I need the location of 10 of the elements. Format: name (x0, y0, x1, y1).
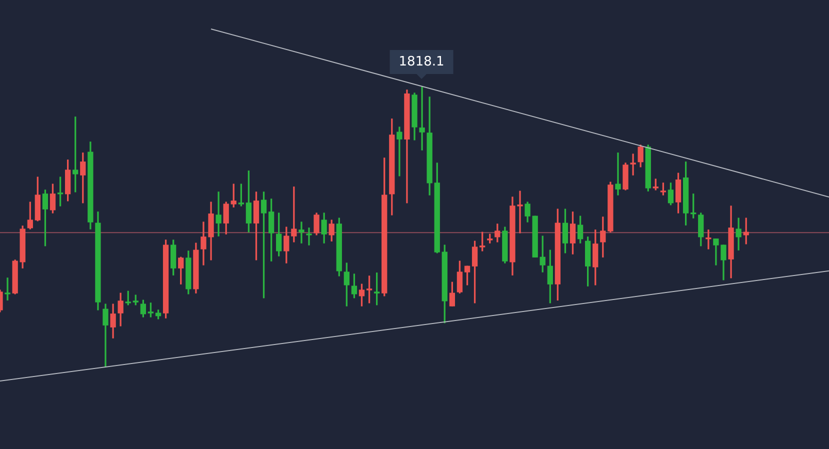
candlestick (419, 86, 425, 150)
candlestick (4, 278, 10, 300)
candlestick (630, 154, 636, 176)
annotation: 1818.1 (398, 54, 444, 70)
candlestick (306, 228, 312, 246)
candlestick (396, 126, 402, 176)
candlestick (615, 152, 621, 196)
candlestick (298, 222, 304, 244)
candlestick (216, 192, 222, 236)
candlestick (736, 218, 742, 250)
